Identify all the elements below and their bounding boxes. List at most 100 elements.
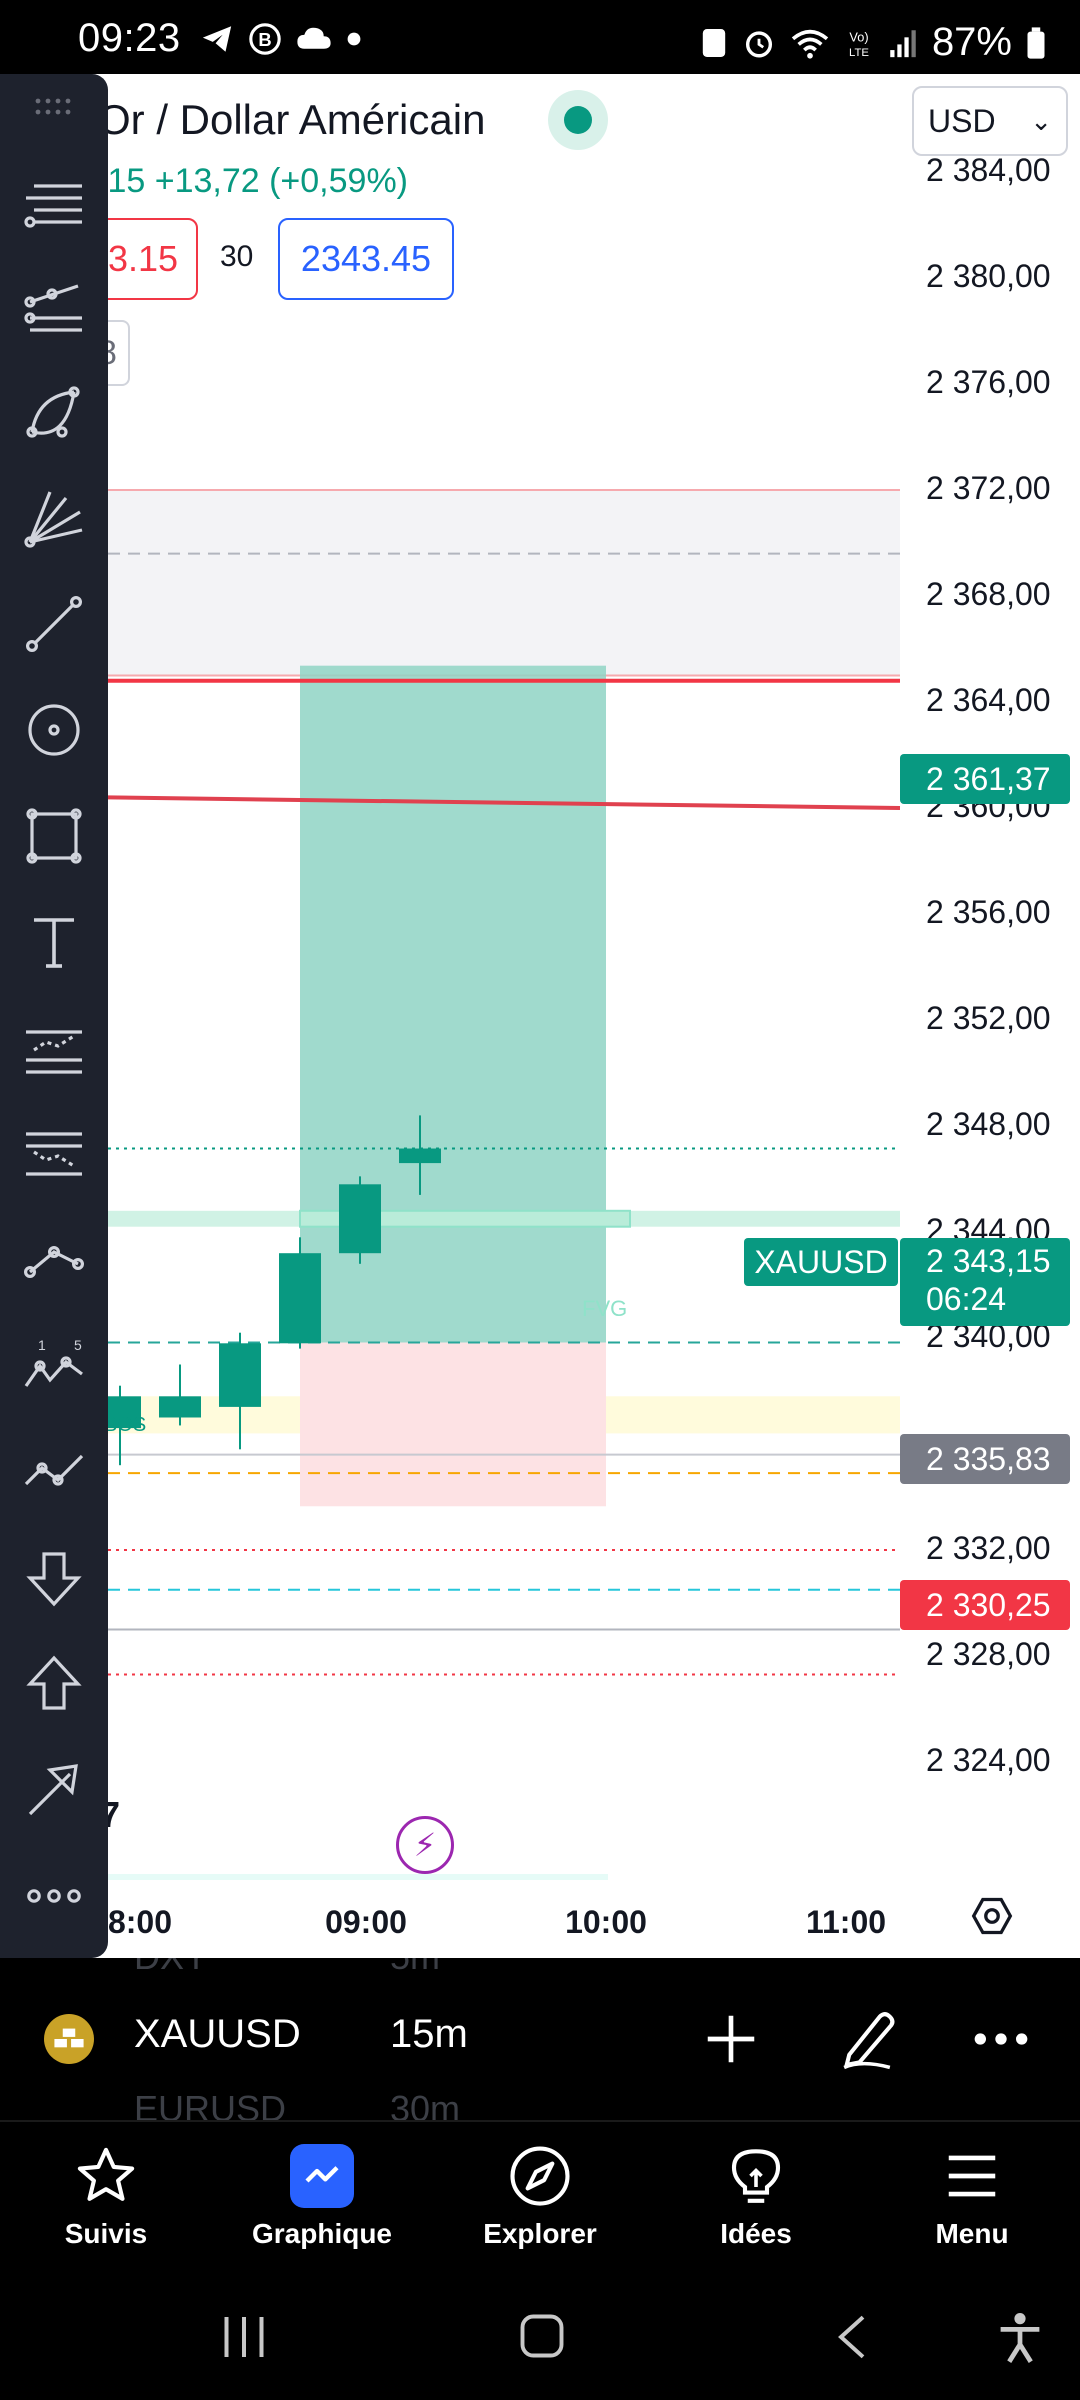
long-position-tool-icon[interactable] xyxy=(14,1008,94,1088)
price-axis-label: 2 348,00 xyxy=(926,1106,1051,1142)
nav-ideas[interactable]: Idées xyxy=(666,2138,846,2250)
fib-fan-tool-icon[interactable] xyxy=(14,478,94,558)
status-bar: 09:23 B Vo) LTE 87% xyxy=(0,0,1080,74)
svg-text:LTE: LTE xyxy=(849,46,869,58)
telegram-icon xyxy=(202,26,232,52)
nav-label: Explorer xyxy=(483,2218,597,2249)
time-axis-label: 10:00 xyxy=(565,1904,647,1940)
nav-label: Suivis xyxy=(64,2218,148,2249)
ghost-symbol-above: DXY xyxy=(134,1958,208,1978)
arc-tool-icon[interactable] xyxy=(14,372,94,452)
nav-menu[interactable]: Menu xyxy=(882,2138,1062,2250)
ghost-interval-above: 5m xyxy=(390,1958,440,1978)
bottom-strip xyxy=(108,1874,608,1880)
alarm-icon xyxy=(745,30,772,57)
recent-apps-icon[interactable] xyxy=(214,2312,274,2362)
svg-text:5: 5 xyxy=(74,1337,82,1353)
price-axis-label: 2 324,00 xyxy=(926,1742,1051,1778)
ghost-symbol-below: EURUSD xyxy=(134,2088,287,2120)
price-axis-label: 2 384,00 xyxy=(926,152,1051,188)
price-chart[interactable] xyxy=(0,74,1080,1958)
bottom-navigation: Suivis Graphique Explorer Idées Menu xyxy=(0,2120,1080,2272)
more-icon[interactable] xyxy=(970,2008,1032,2070)
currency-value: USD xyxy=(928,103,996,139)
star-icon xyxy=(77,2147,135,2201)
svg-text:1: 1 xyxy=(38,1337,46,1353)
text-tool-icon[interactable] xyxy=(14,902,94,982)
system-navigation xyxy=(0,2272,1080,2400)
drag-handle-icon[interactable] xyxy=(34,96,74,118)
current-price: 2 343,15 xyxy=(926,1243,1051,1279)
buy-button[interactable]: 2343.45 xyxy=(278,218,454,300)
lightning-icon[interactable]: ⚡ xyxy=(396,1816,454,1874)
axis-settings-icon[interactable] xyxy=(970,1894,1014,1938)
candle-body-2 xyxy=(219,1343,261,1407)
plus-icon[interactable] xyxy=(700,2008,762,2070)
nav-label: Menu xyxy=(935,2218,1009,2249)
arrow-up-tool-icon[interactable] xyxy=(14,1644,94,1724)
dot-icon xyxy=(347,32,361,46)
currency-select[interactable]: USD ⌄ xyxy=(912,86,1068,156)
candle-body-3 xyxy=(279,1253,321,1344)
candle-body-5 xyxy=(399,1148,441,1164)
current-price-tag[interactable]: 2 343,15 06:24 xyxy=(900,1238,1070,1326)
notification-icons: B xyxy=(200,22,362,56)
svg-text:Vo): Vo) xyxy=(849,29,868,44)
fvg-box xyxy=(299,1209,631,1228)
ghost-interval-below: 30m xyxy=(390,2088,461,2120)
circle-tool-icon[interactable] xyxy=(14,690,94,770)
svg-text:B: B xyxy=(258,29,271,50)
time-axis-label: 8:00 xyxy=(107,1904,173,1940)
symbol-bar[interactable]: DXY 5m XAUUSD 15m EURUSD 30m xyxy=(0,1958,1080,2120)
signal-icon xyxy=(890,29,916,57)
entry-price-tag[interactable]: 2 335,83 xyxy=(900,1434,1070,1484)
rectangle-tool-icon[interactable] xyxy=(14,796,94,876)
battery-icon xyxy=(1027,26,1045,59)
price-axis-label: 2 332,00 xyxy=(926,1530,1051,1566)
arrow-tool-icon[interactable] xyxy=(14,1750,94,1830)
chart-title[interactable]: Or / Dollar Américain xyxy=(98,96,486,143)
battery-percentage: 87% xyxy=(931,20,1012,64)
candle-countdown: 06:24 xyxy=(926,1281,1007,1317)
volte-icon: Vo) LTE xyxy=(849,29,869,58)
compass-icon xyxy=(510,2146,570,2206)
price-axis-label: 2 380,00 xyxy=(926,258,1051,294)
home-icon[interactable] xyxy=(516,2310,568,2362)
back-icon[interactable] xyxy=(830,2310,874,2364)
nav-watchlist[interactable]: Suivis xyxy=(16,2138,196,2250)
arrow-down-tool-icon[interactable] xyxy=(14,1538,94,1618)
symbol-name[interactable]: XAUUSD xyxy=(134,2012,301,2056)
forecast-tool-icon[interactable] xyxy=(14,1432,94,1512)
candle-body-4 xyxy=(339,1184,381,1254)
nav-label: Idées xyxy=(720,2218,792,2249)
pen-icon[interactable] xyxy=(836,2004,898,2070)
symbol-price-tag: XAUUSD xyxy=(744,1238,898,1286)
status-time: 09:23 xyxy=(78,16,181,60)
price-axis-label: 2 328,00 xyxy=(926,1636,1051,1672)
nav-label: Graphique xyxy=(251,2218,392,2249)
interval-selector[interactable]: 15m xyxy=(390,2012,468,2056)
nav-explore[interactable]: Explorer xyxy=(450,2138,630,2250)
trend-channel-tool-icon[interactable] xyxy=(14,266,94,346)
chart-area[interactable]: Or / Dollar Américain ,15 +13,72 (+0,59%… xyxy=(0,74,1080,1958)
trend-line xyxy=(107,795,901,810)
nav-chart[interactable]: Graphique xyxy=(232,2138,412,2250)
path-tool-icon[interactable] xyxy=(14,1220,94,1300)
time-axis-label: 09:00 xyxy=(325,1904,407,1940)
trend-line-tool-icon[interactable] xyxy=(14,584,94,664)
target-price-tag[interactable]: 2 361,37 xyxy=(900,754,1070,804)
stop-price-tag[interactable]: 2 330,25 xyxy=(900,1580,1070,1630)
horizontal-lines-tool-icon[interactable] xyxy=(14,160,94,240)
wifi-icon xyxy=(791,29,829,59)
market-open-indicator[interactable] xyxy=(548,90,608,150)
gold-bars-icon xyxy=(44,2014,94,2064)
cloud-sync-icon xyxy=(297,27,331,49)
more-tools-icon[interactable] xyxy=(14,1856,94,1936)
time-axis-label: 11:00 xyxy=(805,1904,887,1940)
accessibility-icon[interactable] xyxy=(994,2310,1046,2366)
chevron-down-icon: ⌄ xyxy=(1030,106,1052,136)
short-position-tool-icon[interactable] xyxy=(14,1114,94,1194)
price-axis-label: 2 372,00 xyxy=(926,470,1051,506)
